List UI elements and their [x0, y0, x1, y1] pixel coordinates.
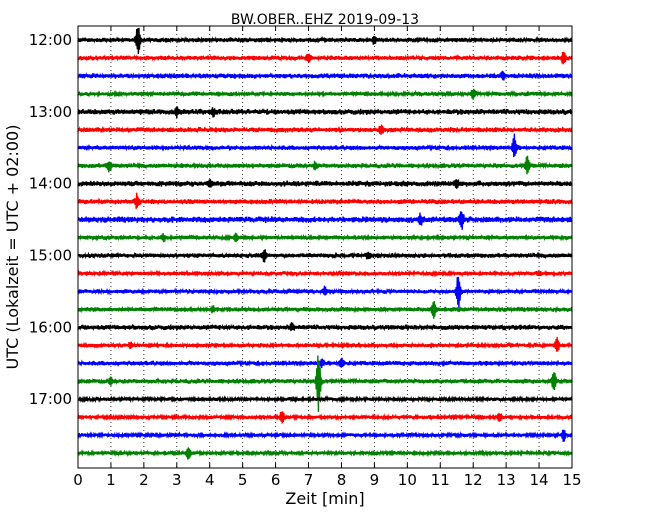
y-axis-label: UTC (Lokalzeit = UTC + 02:00) — [3, 125, 22, 370]
trace-1345 — [77, 155, 573, 175]
trace-1300 — [77, 106, 573, 119]
trace-1245 — [77, 88, 573, 100]
plot-frame — [77, 25, 573, 469]
seismogram-traces — [77, 27, 573, 460]
y-axis: 12:00 13:00 14:00 15:00 16:00 17:00 — [29, 31, 572, 408]
y-tick-label: 16:00 — [29, 318, 72, 336]
trace-1400 — [77, 179, 573, 189]
x-tick-label: 4 — [205, 471, 215, 489]
y-tick-label: 17:00 — [29, 390, 72, 408]
x-tick-label: 11 — [431, 471, 450, 489]
trace-1415 — [77, 192, 573, 209]
trace-1745 — [77, 447, 573, 460]
grid-lines — [110, 26, 540, 468]
trace-1515 — [77, 269, 573, 278]
trace-1715 — [77, 411, 573, 424]
x-axis: 0 1 2 3 4 5 6 7 8 9 10 11 12 13 14 15 — [73, 26, 582, 489]
x-tick-label: 9 — [370, 471, 380, 489]
x-tick-label: 2 — [139, 471, 149, 489]
chart-title: BW.OBER..EHZ 2019-09-13 — [231, 12, 419, 28]
trace-1630 — [77, 357, 573, 369]
x-tick-label: 0 — [73, 471, 83, 489]
y-tick-label: 14:00 — [29, 175, 72, 193]
trace-1215 — [77, 51, 573, 65]
y-tick-label: 13:00 — [29, 103, 72, 121]
x-axis-label: Zeit [min] — [285, 489, 364, 508]
trace-1200 — [77, 27, 573, 55]
x-tick-label: 6 — [271, 471, 281, 489]
x-tick-label: 5 — [238, 471, 248, 489]
trace-1330 — [77, 133, 573, 158]
x-tick-label: 14 — [530, 471, 549, 489]
trace-1615 — [77, 336, 573, 352]
trace-1230 — [77, 70, 573, 81]
trace-1430 — [77, 211, 573, 230]
x-tick-label: 7 — [304, 471, 314, 489]
x-tick-label: 15 — [562, 471, 581, 489]
trace-1730 — [77, 429, 573, 442]
trace-1645 — [77, 355, 573, 412]
x-tick-label: 1 — [106, 471, 116, 489]
trace-1600 — [77, 322, 573, 332]
trace-1445 — [77, 232, 573, 243]
trace-1700 — [77, 395, 573, 404]
x-tick-label: 12 — [464, 471, 483, 489]
trace-1545 — [77, 301, 573, 319]
trace-1530 — [77, 276, 573, 309]
x-tick-label: 8 — [337, 471, 347, 489]
x-tick-label: 3 — [172, 471, 182, 489]
y-tick-label: 15:00 — [29, 247, 72, 265]
x-tick-label: 10 — [398, 471, 417, 489]
trace-1500 — [77, 249, 573, 263]
y-tick-label: 12:00 — [29, 31, 72, 49]
trace-1315 — [77, 124, 573, 135]
x-tick-label: 13 — [497, 471, 516, 489]
